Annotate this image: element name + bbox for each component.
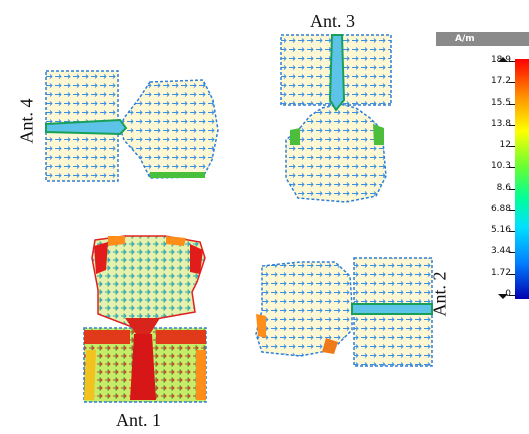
legend-ticks: 18.9 17.2 15.5 13.8 12 10.3 8.6 6.88 5.16 3.44 1.7… <box>436 32 529 299</box>
legend-tick-mark <box>509 209 515 211</box>
antenna-2-feed-hotspot <box>351 303 433 315</box>
antenna-4-patch <box>119 79 219 179</box>
legend-min-arrow-icon <box>498 294 508 299</box>
antenna-2-patch <box>255 261 353 357</box>
legend-tick-mark <box>509 295 515 296</box>
legend-tick-label: 13.8 <box>490 118 511 129</box>
antenna-1-patch <box>91 235 206 331</box>
label-ant-1: Ant. 1 <box>116 410 161 430</box>
legend-tick-mark <box>509 273 515 275</box>
legend-tick-mark <box>509 231 515 233</box>
legend-tick-label: 3.44 <box>490 246 511 257</box>
legend-unit: A/m <box>436 32 529 46</box>
legend-tick-label: 12 <box>499 140 511 151</box>
legend-tick-label: 8.6 <box>496 182 511 193</box>
legend-tick-label: 1.72 <box>490 267 511 278</box>
legend-tick-mark <box>509 61 515 62</box>
label-ant-3: Ant. 3 <box>310 11 355 31</box>
antenna-3-field <box>280 34 392 203</box>
legend-tick-mark <box>509 252 515 254</box>
legend-tick-mark <box>509 167 515 169</box>
legend-tick-label: 5.16 <box>490 225 511 236</box>
legend-tick-label: 10.3 <box>490 161 511 172</box>
antenna-1-feed-hotspot <box>130 334 156 400</box>
legend-tick-mark <box>509 146 515 148</box>
antenna-4-feed-hotspot <box>45 118 128 136</box>
legend-tick-label: 6.88 <box>490 203 511 214</box>
antenna-1-field <box>83 235 207 403</box>
legend-tick-mark <box>509 82 515 84</box>
legend-tick-label: 17.2 <box>490 76 511 87</box>
legend-tick-label: 0 <box>505 289 511 299</box>
legend-max-arrow-icon <box>498 57 508 62</box>
legend-color-bar <box>515 59 529 299</box>
legend-tick-mark <box>509 103 515 105</box>
legend-tick-mark <box>509 124 515 126</box>
label-ant-4: Ant. 4 <box>16 98 37 144</box>
antenna-4-field <box>45 70 219 182</box>
antenna-3-patch <box>285 103 387 203</box>
antenna-3-feed-hotspot <box>328 34 346 112</box>
legend-tick-label: 15.5 <box>490 97 511 108</box>
color-scale-legend: A/m 18.9 17.2 15.5 13.8 12 10.3 8.6 6.88 5.16 3.4… <box>436 32 529 299</box>
antenna-2-field <box>255 257 433 367</box>
legend-tick-mark <box>509 188 515 190</box>
